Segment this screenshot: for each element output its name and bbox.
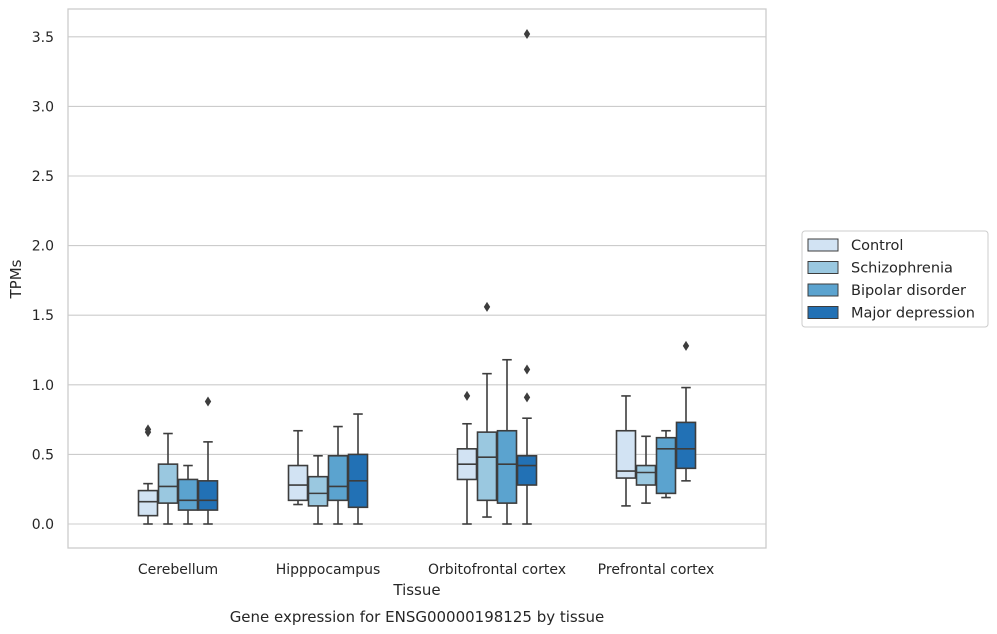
outlier-point: [523, 392, 531, 403]
y-tick-label: 0.0: [32, 517, 54, 533]
box-iqr: [655, 436, 677, 495]
outlier-point: [144, 424, 152, 435]
box-bipolar-disorder: [655, 429, 677, 499]
outlier-point: [483, 301, 491, 312]
x-tick-label: Prefrontal cortex: [598, 562, 715, 578]
plot-frame: [67, 8, 767, 549]
legend: Control Schizophrenia Bipolar disorder Majo…: [801, 230, 989, 328]
outlier-point: [204, 396, 212, 407]
y-tick-label: 1.5: [32, 308, 54, 324]
legend-frame: [801, 230, 989, 328]
box-control: [615, 395, 637, 507]
y-tick-label: 3.0: [32, 99, 54, 115]
y-axis-label: TPMs: [7, 259, 25, 299]
legend-swatch: [807, 306, 839, 319]
box-iqr: [157, 463, 179, 504]
outlier-point: [463, 390, 471, 401]
box-iqr: [137, 489, 159, 517]
box-iqr: [615, 429, 637, 479]
grid-lines: [68, 36, 766, 525]
x-tick-labels: Cerebellum Hipppocampus Orbitofrontal cort…: [138, 562, 714, 578]
figure-caption: Gene expression for ENSG00000198125 by t…: [230, 608, 605, 626]
y-tick-labels: 0.0 0.5 1.0 1.5 2.0 2.5 3.0 3.5: [32, 30, 54, 533]
box-major-depression: [675, 340, 697, 482]
box-schizophrenia: [635, 435, 657, 504]
y-tick-label: 1.0: [32, 378, 54, 394]
legend-label: Schizophrenia: [851, 261, 953, 277]
y-tick-label: 2.5: [32, 169, 54, 185]
outlier-point: [523, 29, 531, 40]
box-iqr: [307, 475, 329, 507]
box-major-depression: [197, 396, 219, 525]
box-bipolar-disorder: [496, 358, 518, 525]
box-iqr: [287, 464, 309, 502]
box-iqr: [177, 478, 199, 511]
box-control: [456, 390, 478, 525]
legend-swatch: [807, 283, 839, 297]
box-schizophrenia: [307, 454, 329, 525]
legend-swatch: [807, 238, 839, 252]
box-iqr: [327, 454, 349, 502]
box-bipolar-disorder: [177, 464, 199, 525]
x-tick-label: Orbitofrontal cortex: [428, 562, 566, 578]
y-tick-label: 3.5: [32, 30, 54, 46]
box-schizophrenia: [476, 301, 498, 518]
box-iqr: [496, 429, 518, 504]
box-bipolar-disorder: [327, 425, 349, 525]
y-tick-label: 0.5: [32, 447, 54, 463]
box-iqr: [476, 431, 498, 502]
box-iqr: [635, 464, 657, 486]
y-tick-label: 2.0: [32, 239, 54, 255]
box-iqr: [516, 454, 538, 486]
box-major-depression: [516, 29, 538, 525]
box-iqr: [675, 421, 697, 470]
box-iqr: [197, 480, 219, 511]
legend-label: Bipolar disorder: [851, 283, 966, 299]
box-schizophrenia: [157, 432, 179, 525]
box-major-depression: [347, 413, 369, 525]
outlier-point: [523, 364, 531, 375]
x-tick-label: Cerebellum: [138, 562, 218, 578]
boxes-layer: [137, 29, 697, 525]
box-control: [137, 424, 159, 525]
legend-swatch: [807, 261, 839, 274]
legend-label: Major depression: [851, 306, 975, 322]
outlier-point: [682, 340, 690, 351]
legend-label: Control: [851, 238, 903, 254]
box-control: [287, 429, 309, 506]
x-axis-label: Tissue: [392, 581, 440, 599]
x-tick-label: Hipppocampus: [276, 562, 381, 578]
